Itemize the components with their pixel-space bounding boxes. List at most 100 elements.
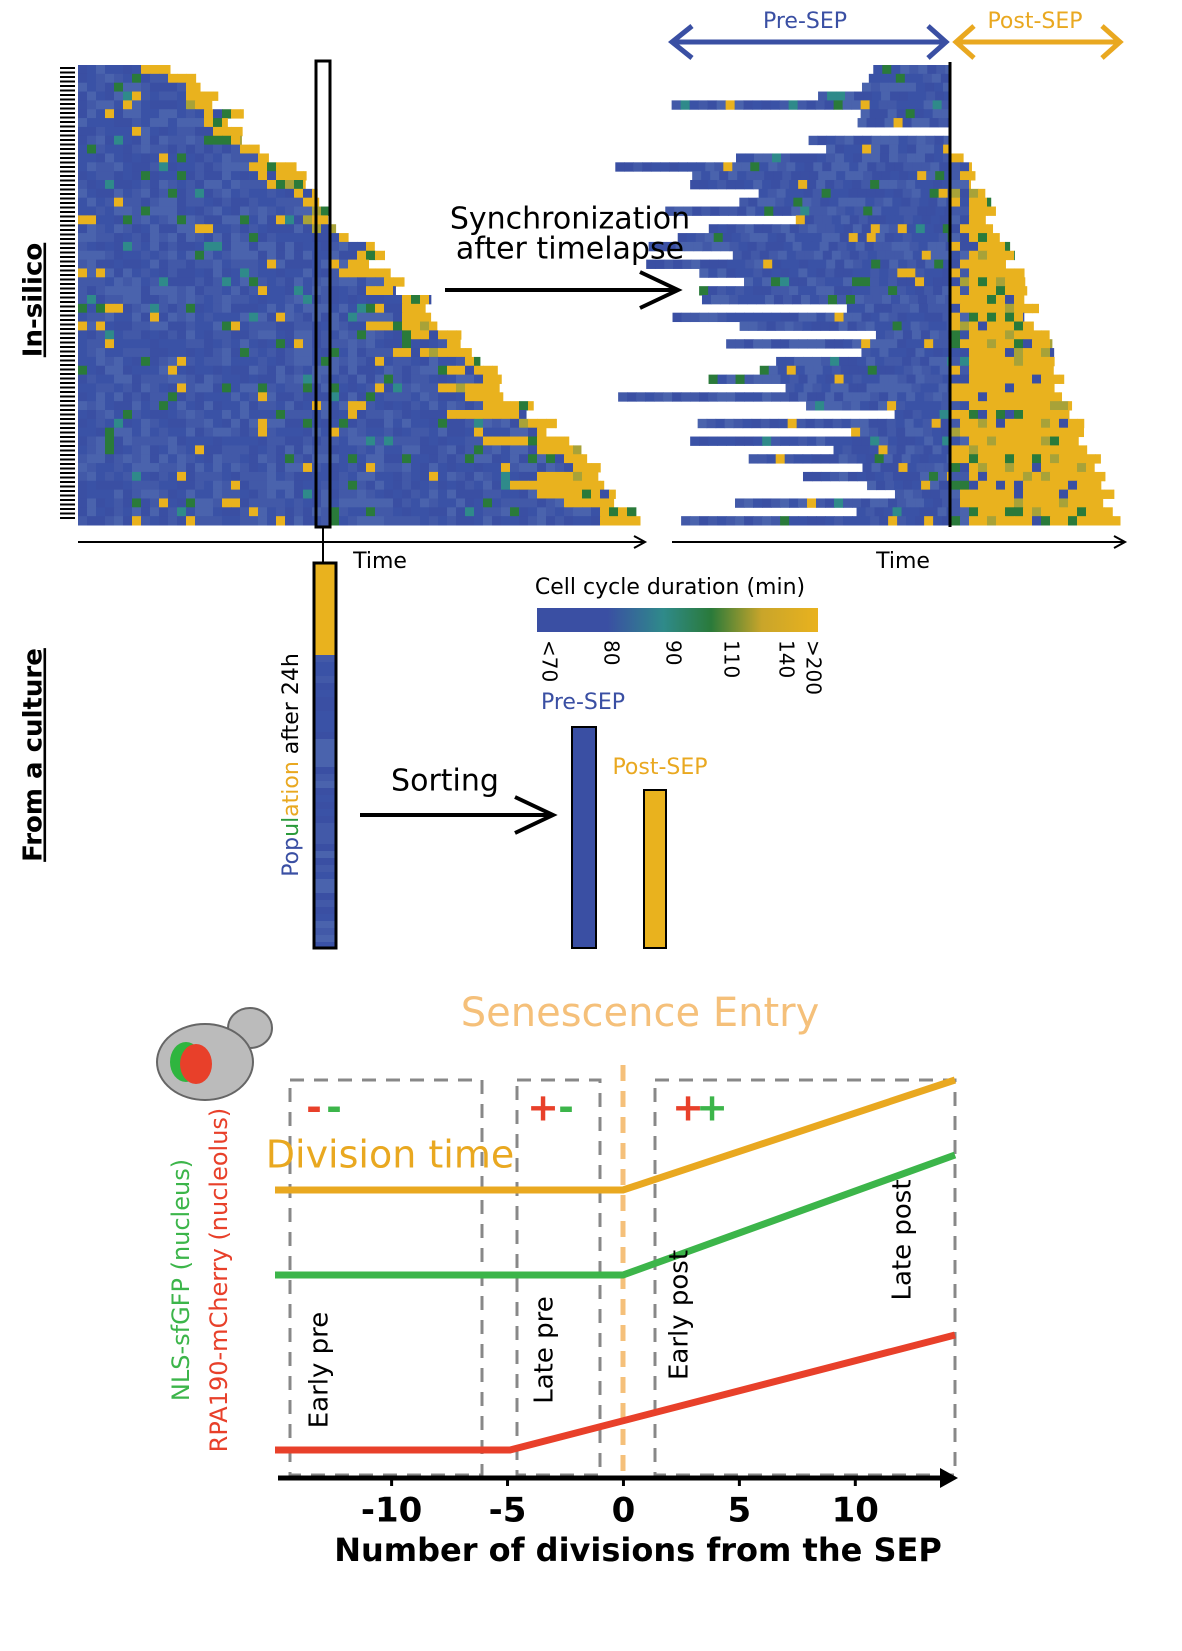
heatmap-cell bbox=[875, 383, 886, 393]
heatmap-cell bbox=[875, 330, 886, 340]
heatmap-cell bbox=[429, 401, 439, 411]
heatmap-cell bbox=[240, 321, 250, 331]
heatmap-cell bbox=[132, 427, 142, 438]
heatmap-cell bbox=[636, 516, 641, 526]
heatmap-cell bbox=[366, 401, 376, 411]
heatmap-cell bbox=[960, 321, 970, 331]
heatmap-cell bbox=[222, 286, 232, 296]
heatmap-cell bbox=[87, 100, 97, 110]
heatmap-cell bbox=[969, 427, 979, 438]
heatmap-cell bbox=[195, 463, 205, 473]
heatmap-cell bbox=[222, 471, 232, 482]
heatmap-cell bbox=[861, 436, 871, 446]
heatmap-cell bbox=[528, 498, 538, 508]
heatmap-cell bbox=[348, 436, 358, 446]
heatmap-cell bbox=[528, 401, 534, 411]
heatmap-cell bbox=[1023, 489, 1033, 499]
heatmap-cell bbox=[276, 374, 286, 384]
heatmap-cell bbox=[141, 498, 151, 508]
heatmap-cell bbox=[249, 427, 259, 438]
heatmap-cell bbox=[96, 454, 106, 464]
heatmap-cell bbox=[402, 516, 412, 526]
heatmap-cell bbox=[1077, 436, 1079, 446]
heatmap-cell bbox=[96, 144, 106, 154]
heatmap-cell bbox=[132, 374, 142, 384]
heatmap-cell bbox=[258, 365, 268, 376]
axis-label: Time bbox=[875, 549, 930, 574]
heatmap-cell bbox=[132, 180, 142, 190]
heatmap-cell bbox=[852, 392, 862, 402]
heatmap-cell bbox=[854, 295, 865, 305]
heatmap-cell bbox=[141, 188, 151, 199]
heatmap-cell bbox=[924, 224, 935, 234]
heatmap-cell bbox=[429, 516, 439, 526]
heatmap-cell bbox=[873, 303, 884, 314]
heatmap-cell bbox=[186, 215, 196, 225]
heatmap-cell bbox=[501, 507, 511, 517]
heatmap-cell bbox=[735, 339, 745, 349]
heatmap-cell bbox=[813, 215, 824, 225]
heatmap-cell bbox=[771, 516, 781, 526]
heatmap-cell bbox=[1032, 445, 1042, 455]
heatmap-cell bbox=[123, 233, 133, 243]
heatmap-cell bbox=[222, 374, 232, 384]
heatmap-cell bbox=[842, 401, 852, 411]
heatmap-cell bbox=[759, 162, 769, 172]
heatmap-cell bbox=[168, 171, 178, 181]
heatmap-cell bbox=[429, 489, 439, 499]
heatmap-cell bbox=[1050, 454, 1060, 464]
heatmap-cell bbox=[132, 259, 142, 269]
heatmap-cell bbox=[429, 498, 439, 508]
heatmap-cell bbox=[186, 233, 196, 243]
heatmap-cell bbox=[852, 224, 863, 234]
heatmap-cell bbox=[177, 91, 187, 101]
heatmap-cell bbox=[960, 330, 970, 340]
heatmap-cell bbox=[928, 197, 938, 208]
colorbar-tick: 90 bbox=[662, 640, 686, 665]
heatmap-cell bbox=[294, 454, 304, 464]
heatmap-cell bbox=[896, 109, 907, 119]
heatmap-cell bbox=[213, 224, 223, 234]
heatmap-cell bbox=[78, 82, 88, 93]
heatmap-cell bbox=[848, 233, 859, 243]
heatmap-cell bbox=[728, 206, 738, 216]
heatmap-cell bbox=[960, 436, 970, 446]
heatmap-cell bbox=[276, 471, 286, 482]
heatmap-cell bbox=[935, 295, 946, 305]
heatmap-cell bbox=[150, 445, 160, 455]
heatmap-cell bbox=[852, 339, 862, 349]
heatmap-cell bbox=[1086, 498, 1096, 508]
heatmap-cell bbox=[707, 100, 718, 110]
heatmap-cell bbox=[739, 197, 749, 208]
heatmap-cell bbox=[843, 516, 853, 526]
heatmap-cell bbox=[942, 180, 951, 190]
heatmap-cell bbox=[780, 516, 790, 526]
heatmap-cell bbox=[87, 489, 97, 499]
heatmap-cell bbox=[987, 365, 997, 376]
heatmap-cell bbox=[938, 188, 949, 199]
heatmap-cell bbox=[771, 277, 781, 287]
heatmap-cell bbox=[879, 224, 890, 234]
heatmap-cell bbox=[438, 365, 448, 376]
heatmap-cell bbox=[807, 374, 818, 384]
heatmap-cell bbox=[771, 374, 782, 384]
heatmap-cell bbox=[168, 144, 178, 154]
heatmap-right bbox=[615, 65, 1121, 526]
heatmap-cell bbox=[258, 286, 268, 296]
heatmap-cell bbox=[123, 471, 133, 482]
heatmap-cell bbox=[438, 418, 448, 429]
heatmap-cell bbox=[258, 330, 268, 340]
heatmap-cell bbox=[960, 454, 970, 464]
heatmap-cell bbox=[874, 471, 885, 482]
heatmap-cell bbox=[411, 480, 421, 491]
heatmap-cell bbox=[758, 233, 769, 243]
heatmap-cell bbox=[960, 348, 970, 358]
heatmap-cell bbox=[321, 233, 331, 243]
heatmap-cell bbox=[150, 65, 160, 75]
heatmap-cell bbox=[96, 356, 106, 367]
heatmap-cell bbox=[96, 480, 106, 491]
heatmap-cell bbox=[929, 233, 940, 243]
heatmap-cell bbox=[240, 286, 250, 296]
heatmap-cell bbox=[870, 339, 880, 349]
heatmap-cell bbox=[231, 507, 241, 517]
